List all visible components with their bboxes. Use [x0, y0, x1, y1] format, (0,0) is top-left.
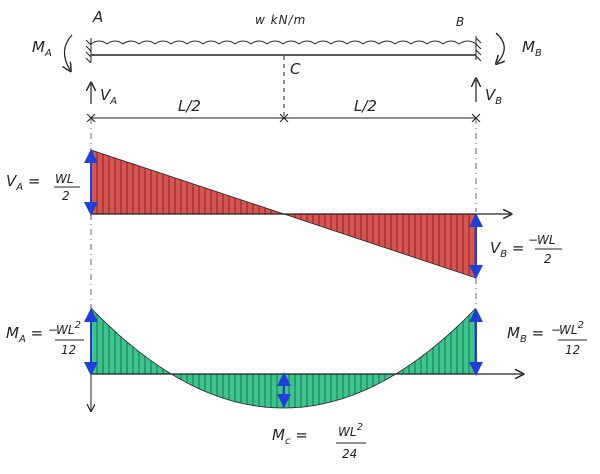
- load-label: w kN/m: [255, 13, 306, 27]
- moment-area: [90, 307, 477, 409]
- guide-lines: [90, 118, 477, 308]
- svg-text:12: 12: [61, 343, 76, 357]
- beam-sketch: A B w kN/m C MA MB VA VB L/2 L/2: [32, 8, 542, 123]
- fixed-support-b: [475, 36, 482, 62]
- svg-text:MA =: MA =: [6, 324, 43, 345]
- mc-formula: Mc = WL2 24: [272, 422, 366, 461]
- span-right-label: L/2: [354, 97, 377, 115]
- svg-text:24: 24: [342, 447, 357, 461]
- svg-text:2: 2: [544, 252, 552, 266]
- svg-text:WL2: WL2: [338, 422, 363, 439]
- svg-text:−: −: [528, 233, 538, 247]
- svg-text:12: 12: [565, 343, 580, 357]
- moment-a-arrow: [64, 34, 73, 70]
- moment-b-label: MB: [522, 38, 542, 59]
- span-left-label: L/2: [178, 97, 201, 115]
- svg-text:Mc =: Mc =: [272, 426, 308, 447]
- support-b-label: B: [456, 15, 464, 29]
- va-formula: VA = WL 2: [6, 172, 80, 203]
- svg-text:VB =: VB =: [490, 239, 524, 260]
- vb-formula: VB = − WL 2: [490, 233, 562, 266]
- svg-text:WL: WL: [55, 172, 74, 186]
- svg-text:MB =: MB =: [507, 324, 544, 345]
- reaction-a-label: VA: [100, 86, 117, 107]
- distributed-load: [90, 40, 477, 45]
- svg-text:VA =: VA =: [6, 172, 40, 193]
- ma-formula: MA = − WL2 12: [6, 320, 84, 357]
- reaction-b-label: VB: [485, 86, 502, 107]
- bending-moment-diagram: MA = − WL2 12 MB = − WL2 12 Mc = WL2 24: [6, 307, 587, 461]
- support-a-label: A: [92, 8, 103, 26]
- moment-b-arrow: [496, 32, 504, 63]
- svg-text:2: 2: [62, 189, 70, 203]
- midpoint-label: C: [290, 60, 301, 78]
- shear-hatching: [96, 151, 476, 278]
- fixed-support-a: [85, 38, 92, 64]
- svg-text:WL2: WL2: [56, 320, 81, 337]
- shear-area-positive: [90, 149, 285, 215]
- svg-text:WL2: WL2: [559, 320, 584, 337]
- moment-a-label: MA: [32, 38, 52, 59]
- svg-text:WL: WL: [537, 233, 556, 247]
- svg-text:−: −: [48, 323, 58, 337]
- shear-force-diagram: VA = WL 2 VB = − WL 2: [6, 149, 562, 279]
- mb-formula: MB = − WL2 12: [507, 320, 587, 357]
- svg-text:−: −: [551, 323, 561, 337]
